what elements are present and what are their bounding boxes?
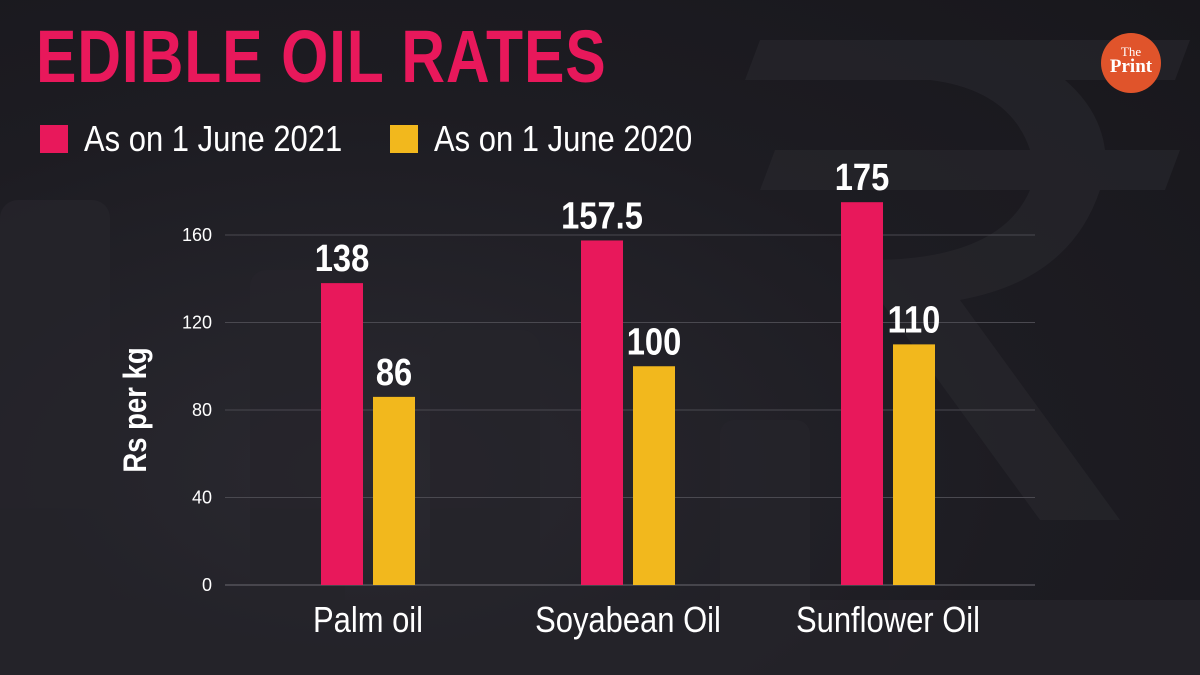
value-label-2020: 86 [376, 351, 412, 394]
bar-2021 [581, 240, 623, 585]
bottle-silhouette [0, 200, 110, 675]
bar-2020 [893, 344, 935, 585]
theprint-logo: The Print [1101, 33, 1161, 93]
bar-2021 [321, 283, 363, 585]
legend-label-2021: As on 1 June 2021 [84, 118, 343, 159]
value-label-2021: 138 [315, 237, 370, 280]
y-tick-label: 80 [192, 400, 212, 420]
bar-2020 [373, 396, 415, 585]
legend-swatch-2020 [390, 125, 419, 153]
y-tick-label: 0 [202, 575, 212, 595]
y-axis-title: Rs per kg [118, 347, 153, 472]
legend-item-2020: As on 1 June 2020 [390, 118, 734, 160]
logo-line-print: Print [1109, 56, 1153, 77]
bar-2021 [841, 202, 883, 585]
legend-item-2021: As on 1 June 2021 [40, 118, 384, 160]
legend-label-2020: As on 1 June 2020 [434, 118, 693, 159]
value-label-2021: 175 [835, 156, 890, 199]
category-label: Palm oil [313, 601, 423, 641]
chart-title: EDIBLE OIL RATES [36, 15, 607, 98]
y-tick-label: 160 [182, 225, 212, 245]
logo-line-the: The [1120, 44, 1142, 59]
rupee-symbol-watermark [745, 40, 1190, 520]
value-label-2021: 157.5 [561, 194, 643, 237]
y-tick-label: 40 [192, 488, 212, 508]
legend: As on 1 June 2021 As on 1 June 2020 [40, 118, 754, 160]
y-tick-label: 120 [182, 313, 212, 333]
value-label-2020: 110 [888, 298, 941, 341]
ground-shadow [0, 600, 1200, 675]
bottle-silhouette [430, 330, 540, 675]
bar-2020 [633, 366, 675, 585]
legend-swatch-2021 [40, 125, 68, 153]
category-label: Soyabean Oil [535, 601, 721, 641]
value-label-2020: 100 [627, 320, 682, 363]
category-label: Sunflower Oil [796, 601, 980, 641]
